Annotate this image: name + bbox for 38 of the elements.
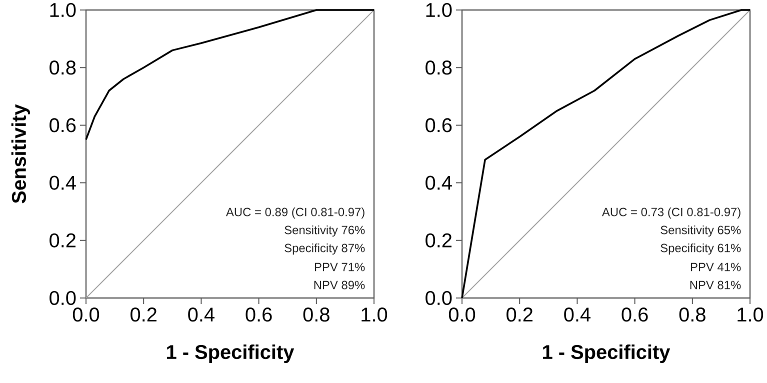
- y-tick-label: 0.4: [426, 176, 452, 190]
- y-tick-label: 0.2: [50, 233, 76, 248]
- x-axis-title: 1 - Specificity: [543, 344, 670, 364]
- x-tick-label: 0.6: [622, 308, 648, 322]
- x-tick-label: 0.4: [564, 308, 590, 322]
- annotation: AUC = 0.89 (CI 0.81-0.97): [226, 207, 364, 219]
- y-tick-label: 0.8: [50, 60, 76, 75]
- y-tick-label: 0.6: [426, 118, 452, 132]
- x-tick-label: 0.4: [188, 308, 214, 322]
- annotation: AUC = 0.73 (CI 0.81-0.97): [602, 207, 740, 219]
- line-series: [85, 9, 375, 140]
- annotation: Specificity 61%: [660, 243, 741, 255]
- x-tick-label: 0.6: [246, 308, 272, 322]
- annotation: Sensitivity 65%: [660, 225, 741, 237]
- x-axis-title: 1 - Specificity: [167, 344, 294, 364]
- x-tick-label: 0.2: [506, 308, 532, 322]
- annotation: Specificity 87%: [284, 243, 365, 255]
- x-tick-label: 0.0: [72, 308, 100, 322]
- y-tick-label: 0.0: [426, 290, 452, 306]
- y-tick-label: 0.6: [50, 118, 76, 132]
- x-tick-label: 1.0: [738, 308, 764, 322]
- x-tick-label: 0.8: [679, 308, 706, 322]
- y-axis-title: Sensitivity: [11, 104, 30, 204]
- x-tick-label: 0.2: [130, 308, 156, 322]
- annotation: Sensitivity 76%: [284, 225, 365, 237]
- y-tick-label: 0.2: [426, 233, 452, 248]
- x-tick-label: 0.8: [303, 308, 330, 322]
- x-tick-label: 0.0: [448, 308, 476, 322]
- y-tick-label: 0.4: [50, 176, 76, 190]
- annotation: NPV 81%: [690, 280, 741, 290]
- x-tick-label: 1.0: [362, 308, 388, 322]
- annotation: NPV 89%: [314, 280, 365, 290]
- y-tick-label: 1.0: [426, 2, 452, 18]
- y-tick-label: 0.8: [426, 60, 452, 75]
- y-tick-label: 0.0: [50, 290, 76, 306]
- y-tick-label: 1.0: [50, 2, 76, 18]
- annotation: PPV 71%: [314, 262, 365, 272]
- annotation: PPV 41%: [690, 262, 741, 272]
